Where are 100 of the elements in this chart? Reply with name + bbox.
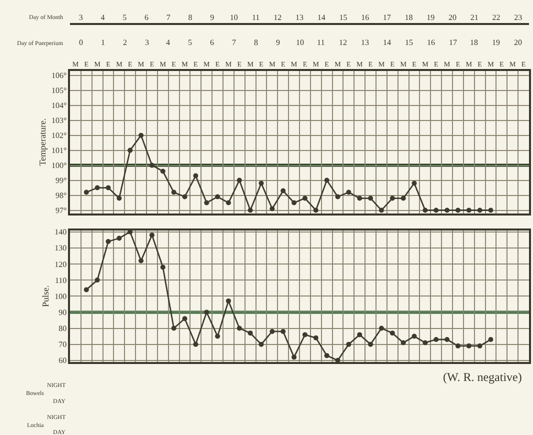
y-tick-label: 97°	[55, 206, 67, 216]
text: 16	[427, 38, 435, 47]
point	[488, 337, 494, 342]
text: 2	[123, 38, 127, 47]
point	[106, 185, 111, 190]
point	[171, 326, 176, 331]
point	[182, 194, 188, 200]
point	[444, 208, 450, 213]
text: 15	[405, 38, 413, 47]
text: 17	[449, 38, 457, 47]
y-tick-label: 120	[54, 260, 67, 269]
point	[313, 208, 318, 213]
point	[434, 208, 439, 213]
x2-tick-label: 7	[166, 13, 170, 22]
y-tick-label: 106°	[51, 71, 67, 80]
point	[488, 208, 494, 213]
x2-tick-label: 10	[230, 13, 238, 22]
point	[128, 148, 133, 153]
point	[302, 196, 308, 201]
point	[94, 185, 100, 190]
point	[400, 340, 406, 346]
text: 5	[188, 38, 192, 47]
text: (W. R. negative)	[443, 370, 522, 384]
point	[368, 196, 374, 201]
point	[193, 173, 198, 178]
point	[236, 326, 242, 331]
x2-tick-label: 22	[492, 13, 500, 22]
point	[193, 342, 198, 347]
point	[412, 180, 417, 186]
y-tick-label: 110	[54, 276, 67, 285]
point	[226, 298, 231, 304]
text: 7	[232, 38, 236, 47]
x2-tick-label: 15	[339, 13, 348, 22]
x2-tick-label: 8	[188, 13, 192, 22]
x2-tick-label: 4	[100, 13, 105, 22]
point	[84, 287, 89, 292]
x2-tick-label: 12	[274, 13, 282, 22]
point	[116, 236, 122, 241]
point	[160, 264, 166, 270]
x2-tick-label: 6	[144, 13, 148, 22]
y-tick-label: 130	[54, 244, 67, 253]
y-tick-label: 70	[58, 340, 67, 350]
point	[390, 196, 395, 201]
y-tick-label: 60	[58, 356, 67, 366]
point	[171, 190, 176, 195]
x2-tick-label: 14	[317, 13, 326, 22]
point	[390, 330, 395, 336]
text: 18	[470, 38, 478, 47]
point	[215, 194, 220, 200]
point	[313, 335, 318, 340]
point	[477, 343, 482, 348]
y-tick-label: 98°	[55, 191, 67, 200]
point	[84, 190, 89, 195]
point	[444, 337, 450, 342]
point	[324, 178, 330, 183]
point	[270, 328, 275, 334]
point	[422, 208, 428, 213]
point	[346, 342, 352, 347]
point	[226, 200, 231, 206]
y-tick-label: 103°	[51, 116, 67, 126]
point	[94, 278, 100, 283]
point	[270, 206, 275, 212]
point	[466, 343, 472, 348]
text: 0	[79, 38, 83, 47]
x2-tick-label: 3	[78, 13, 83, 22]
x2-tick-label: 5	[122, 13, 127, 22]
y-tick-label: 102°	[51, 131, 67, 140]
text: 20	[514, 38, 522, 47]
y-tick-label: 101°	[51, 146, 67, 156]
text: 10	[296, 38, 304, 47]
x2-tick-label: 23	[514, 13, 522, 22]
y-tick-label: 105°	[51, 86, 67, 96]
point	[378, 326, 384, 331]
y-tick-label: 140	[54, 228, 67, 237]
text: 9	[276, 38, 280, 47]
text: 13	[361, 38, 369, 47]
text: 3	[145, 38, 149, 47]
point	[434, 337, 439, 342]
text: 1	[101, 38, 105, 47]
point	[302, 332, 308, 338]
point	[138, 132, 144, 138]
point	[248, 208, 253, 213]
x2-tick-label: 20	[448, 13, 456, 22]
point	[292, 200, 297, 206]
text: 12	[339, 38, 347, 47]
x2-tick-label: 16	[361, 13, 370, 22]
point	[116, 196, 122, 201]
point	[149, 162, 154, 168]
point	[204, 310, 210, 315]
x2-tick-label: 19	[426, 13, 435, 22]
point	[412, 334, 417, 339]
text: 14	[383, 38, 391, 47]
y-tick-label: 100	[54, 292, 67, 301]
y-tick-label: 99°	[55, 176, 67, 186]
point	[236, 178, 242, 183]
y-tick-label: 104°	[51, 101, 67, 110]
point	[335, 194, 340, 200]
point	[466, 208, 472, 213]
point	[346, 190, 352, 195]
point	[357, 196, 362, 201]
